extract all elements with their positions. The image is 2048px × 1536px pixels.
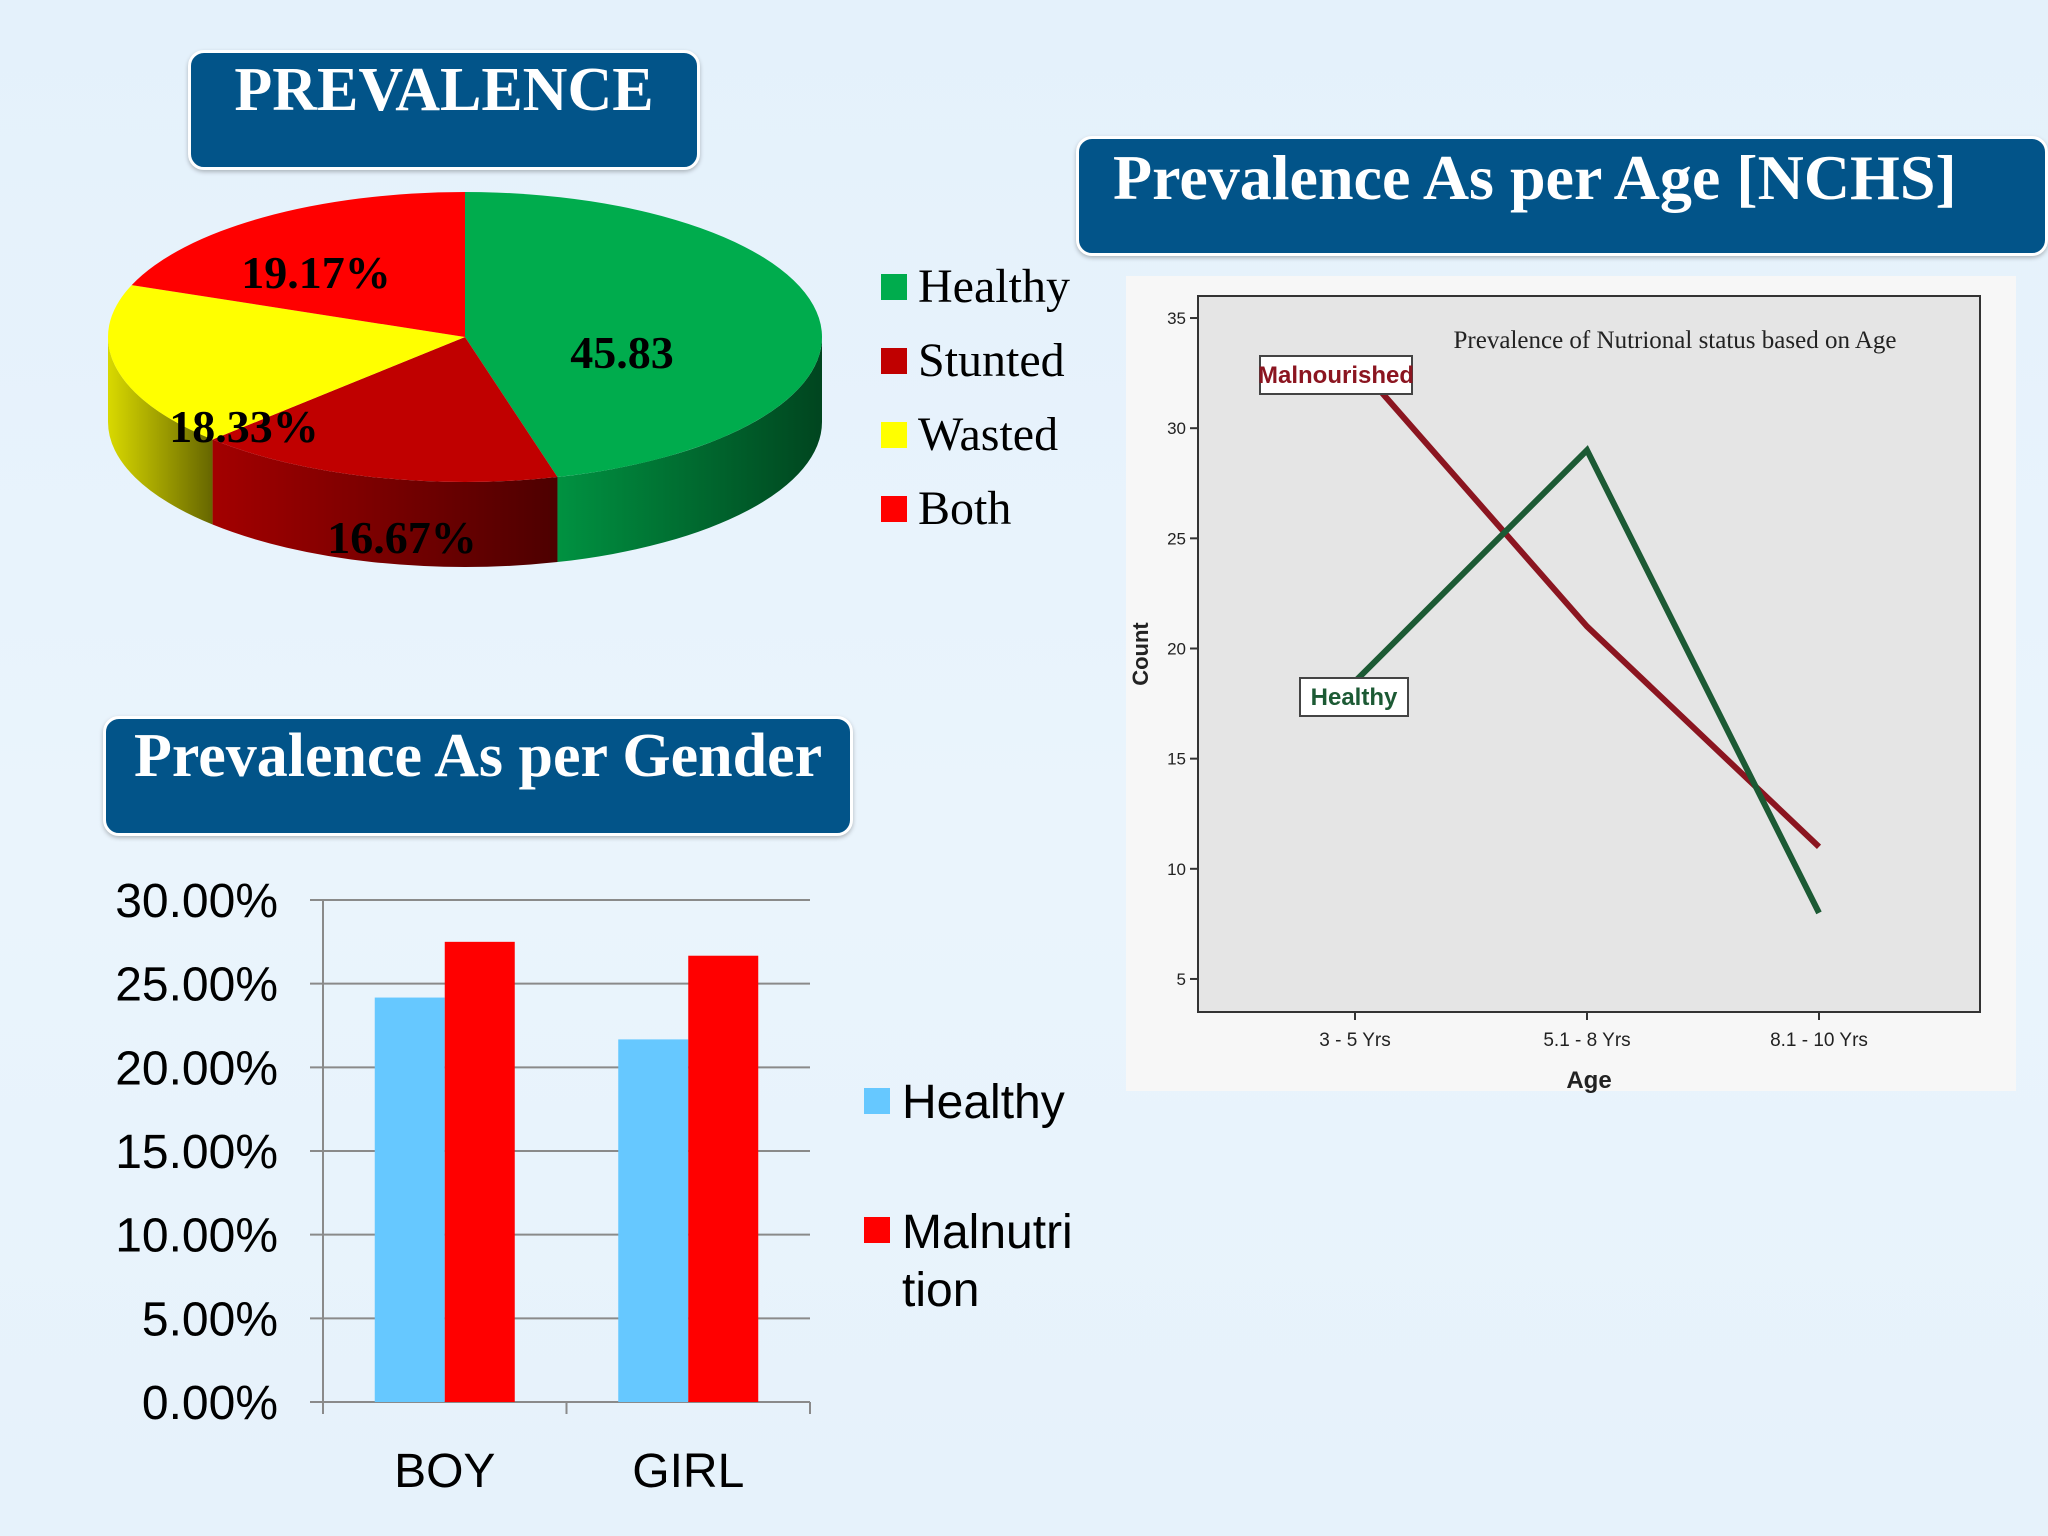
- gender-bar-chart: 0.00% 5.00% 10.00% 15.00% 20.00% 25.00% 30.00%…: [115, 875, 1073, 1498]
- pie-slice-wasted: [107, 285, 466, 440]
- pie-chart: 45.83 16.67% 18.33% 19.17% Healthy Stunted Was…: [107, 192, 1070, 567]
- line-series-label-box: [1259, 355, 1413, 395]
- line-series-label-box: [1299, 677, 1409, 717]
- bar-x-tick-label: BOY: [394, 1445, 495, 1498]
- line-x-tick-label: 5.1 - 8 Yrs: [1543, 1030, 1630, 1051]
- line-y-tick-label: 20: [1167, 639, 1186, 658]
- line-series-label: Healthy: [1311, 684, 1398, 711]
- line-y-tick-label: 5: [1177, 970, 1186, 989]
- pie-slice-healthy: [465, 192, 823, 478]
- pie-legend-swatch: [881, 496, 907, 522]
- pie-side-stunted: [212, 439, 558, 567]
- pie-legend-label: Wasted: [918, 408, 1058, 461]
- line-y-tick-label: 30: [1167, 419, 1186, 438]
- pie-top: [107, 192, 823, 482]
- bar-y-tick-label: 5.00%: [142, 1293, 278, 1346]
- pie-legend-swatch: [881, 348, 907, 374]
- pie-value-label: 19.17%: [241, 247, 391, 298]
- pie-side-wasted: [108, 337, 213, 525]
- pie-value-label: 18.33%: [169, 401, 319, 452]
- pie-slice-stunted: [212, 337, 558, 482]
- bar-legend-swatch: [864, 1088, 890, 1114]
- line-series-healthy: [1352, 445, 1822, 915]
- pie-legend-label: Both: [918, 482, 1011, 535]
- line-series-malnourished: [1352, 360, 1822, 849]
- line-x-axis-label: Age: [1566, 1067, 1611, 1094]
- pie-legend-label: Stunted: [918, 334, 1065, 387]
- bar-girl-1: [688, 955, 759, 1402]
- line-y-axis-label: Count: [1128, 622, 1153, 686]
- gender-banner: Prevalence As per Gender: [103, 716, 853, 836]
- bar-legend-swatch: [864, 1217, 890, 1243]
- bar-y-tick-label: 15.00%: [115, 1126, 278, 1179]
- pie-legend-swatch: [881, 274, 907, 300]
- pie-legend-label: Healthy: [918, 260, 1070, 313]
- bar-x-tick-label: GIRL: [632, 1445, 744, 1498]
- age-banner: Prevalence As per Age [NCHS]: [1076, 136, 2048, 256]
- pie-sides: [108, 337, 822, 567]
- pie-side-healthy: [557, 337, 822, 563]
- bar-legend-label: Malnutri tion: [902, 1206, 1073, 1317]
- bar-legend-line: Malnutri: [902, 1206, 1073, 1259]
- bar-boy-0: [374, 997, 445, 1402]
- bar-y-tick-label: 20.00%: [115, 1042, 278, 1095]
- bar-girl-0: [618, 1039, 689, 1402]
- bar-y-tick-label: 25.00%: [115, 959, 278, 1012]
- prevalence-banner: PREVALENCE: [188, 50, 700, 170]
- line-chart-title: Prevalence of Nutrional status based on …: [1454, 327, 1897, 354]
- bar-legend-label: Healthy: [902, 1076, 1065, 1129]
- pie-value-label: 16.67%: [327, 512, 477, 563]
- bar-y-tick-label: 0.00%: [142, 1377, 278, 1430]
- line-plot-area: [1197, 295, 1981, 1013]
- age-line-chart: 5 10 15 20 25 30 35 3 - 5 Yrs 5.1 - 8 Yrs 8.1 - 1…: [1126, 276, 2016, 1094]
- bar-y-tick-label: 30.00%: [115, 875, 278, 928]
- line-x-tick-label: 8.1 - 10 Yrs: [1770, 1030, 1868, 1051]
- line-series-label: Malnourished: [1258, 362, 1414, 389]
- line-x-tick-label: 3 - 5 Yrs: [1319, 1030, 1390, 1051]
- bar-boy-1: [444, 941, 515, 1402]
- line-y-tick-label: 15: [1167, 750, 1186, 769]
- pie-legend-swatch: [881, 422, 907, 448]
- pie-value-label: 45.83: [570, 327, 674, 378]
- line-y-tick-label: 35: [1167, 309, 1186, 328]
- bar-y-tick-label: 10.00%: [115, 1210, 278, 1263]
- bar-legend-line: tion: [902, 1264, 979, 1317]
- line-y-tick-label: 10: [1167, 860, 1186, 879]
- pie-slice-both: [131, 192, 465, 337]
- line-y-tick-label: 25: [1167, 529, 1186, 548]
